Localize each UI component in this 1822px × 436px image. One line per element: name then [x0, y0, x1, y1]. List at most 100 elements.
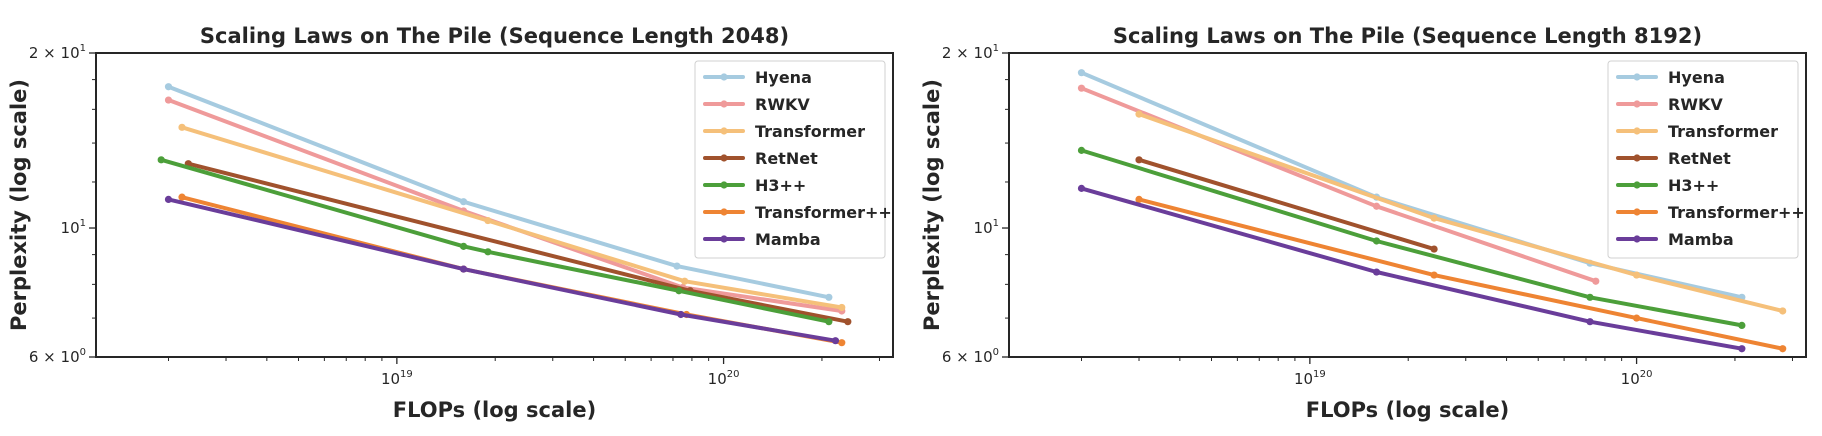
series-hyena [164, 83, 833, 301]
legend-marker [1633, 235, 1641, 243]
y-tick-base: 2 × 10 [942, 44, 993, 62]
legend-marker [720, 181, 728, 189]
x-tick-label: 1020 [708, 369, 740, 388]
y-tick-base: 2 × 10 [29, 44, 80, 62]
data-point [484, 248, 492, 256]
x-tick-base: 10 [1621, 370, 1640, 388]
data-point [178, 123, 186, 131]
data-point [844, 318, 852, 326]
data-point [1077, 184, 1086, 192]
x-tick-exponent: 20 [1640, 369, 1653, 380]
legend-label: RWKV [755, 95, 810, 114]
y-tick-label: 6 × 100 [29, 347, 86, 366]
y-tick-base: 10 [61, 219, 80, 237]
y-tick-base: 6 × 10 [942, 348, 993, 366]
series-line-hyena [166, 84, 831, 300]
chart-panel-2: Scaling Laws on The Pile (Sequence Lengt… [920, 24, 1807, 422]
legend: Hyena RWKV Transformer RetNet H3++ Transforme… [1607, 60, 1805, 259]
data-point [1372, 237, 1381, 245]
data-point [825, 318, 833, 326]
data-point [178, 193, 186, 201]
series-h3plusplus [157, 156, 833, 326]
series-rwkv [164, 96, 846, 315]
x-tick-base: 10 [1294, 370, 1313, 388]
series-line-transformer [1137, 112, 1785, 313]
x-tick-exponent: 19 [1313, 369, 1326, 380]
x-tick-exponent: 20 [727, 369, 740, 380]
data-point [164, 96, 173, 104]
data-point [1077, 84, 1086, 92]
data-point [1586, 318, 1594, 326]
legend-label: Transformer++ [755, 203, 892, 222]
series-line-mamba [166, 197, 838, 343]
data-point [459, 265, 468, 273]
data-point [1135, 110, 1143, 118]
data-point [1077, 146, 1086, 154]
series-h3plusplus [1077, 146, 1746, 329]
legend-label: Mamba [755, 230, 821, 249]
legend-label: RetNet [1668, 149, 1731, 168]
data-point [1632, 271, 1641, 279]
data-point [838, 339, 846, 347]
y-axis-label: Perplexity (log scale) [7, 79, 31, 331]
data-point [825, 293, 833, 301]
data-point [1592, 277, 1600, 285]
data-point [1779, 345, 1787, 353]
legend-marker [720, 73, 728, 81]
data-point [157, 156, 165, 164]
legend-item-transformerplusplus: Transformer++ [703, 203, 892, 222]
data-point [1738, 345, 1746, 353]
y-tick-exponent: 1 [80, 43, 86, 54]
legend-item-mamba: Mamba [1616, 230, 1734, 249]
legend-item-retnet: RetNet [703, 149, 818, 168]
legend-marker [1633, 181, 1641, 189]
data-point [1586, 293, 1594, 301]
data-point [1372, 268, 1381, 276]
data-point [484, 216, 492, 225]
data-point [1632, 314, 1641, 322]
x-tick-base: 10 [381, 370, 400, 388]
data-point [459, 242, 468, 250]
legend-item-transformer: Transformer [703, 122, 865, 141]
legend-marker [720, 208, 728, 216]
data-point [673, 262, 681, 270]
legend-label: H3++ [755, 176, 806, 195]
legend-box [694, 60, 886, 259]
data-point [1738, 321, 1746, 329]
chart-panel-1: Scaling Laws on The Pile (Sequence Lengt… [7, 24, 894, 422]
y-tick-label: 2 × 101 [942, 43, 999, 62]
y-tick-exponent: 1 [80, 218, 86, 229]
y-tick-base: 10 [974, 219, 993, 237]
y-tick-exponent: 1 [993, 43, 999, 54]
legend-item-h3plusplus: H3++ [1616, 176, 1719, 195]
chart-title: Scaling Laws on The Pile (Sequence Lengt… [1113, 24, 1702, 48]
data-point [164, 195, 173, 204]
legend-marker [1633, 73, 1641, 81]
series-line-rwkv [166, 98, 844, 313]
legend-marker [720, 154, 728, 162]
legend-marker [720, 235, 728, 243]
series-line-h3plusplus [1079, 148, 1744, 328]
legend-item-mamba: Mamba [703, 230, 821, 249]
legend-label: Mamba [1668, 230, 1734, 249]
legend-marker [1633, 154, 1641, 162]
x-tick-exponent: 19 [400, 369, 413, 380]
y-tick-exponent: 1 [993, 218, 999, 229]
legend: Hyena RWKV Transformer RetNet H3++ Transforme… [694, 60, 892, 259]
y-tick-exponent: 0 [80, 347, 86, 358]
legend-item-retnet: RetNet [1616, 149, 1731, 168]
x-tick-base: 10 [708, 370, 727, 388]
legend-label: Hyena [1668, 68, 1725, 87]
data-point [1135, 156, 1143, 164]
series-transformerplusplus [1135, 195, 1787, 353]
data-point [164, 83, 173, 91]
y-axis-label: Perplexity (log scale) [920, 79, 944, 331]
y-tick-label: 6 × 100 [942, 347, 999, 366]
data-point [1077, 69, 1086, 77]
legend-label: RetNet [755, 149, 818, 168]
series-line-transformerplusplus [1137, 197, 1785, 351]
x-axis-label: FLOPs (log scale) [1306, 398, 1509, 422]
y-tick-label: 2 × 101 [29, 43, 86, 62]
legend-label: H3++ [1668, 176, 1719, 195]
legend-label: Transformer [1668, 122, 1778, 141]
